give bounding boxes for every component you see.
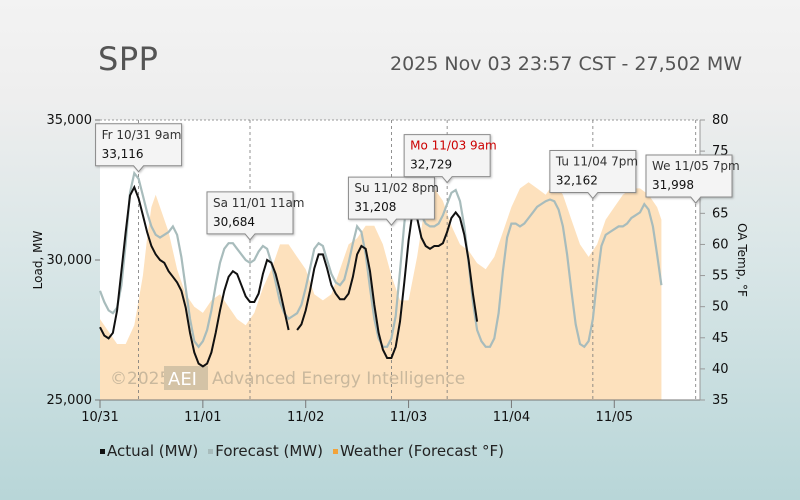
legend: Actual (MW) Forecast (MW) Weather (Forec… — [100, 442, 510, 460]
callout-label: Su 11/02 8pm — [354, 181, 438, 195]
callout-box — [645, 154, 733, 204]
aei-logo-box — [164, 366, 208, 390]
watermark-company: Advanced Energy Intelligence — [212, 369, 465, 389]
y-tick-label: 25,000 — [47, 393, 93, 408]
watermark-logo: AEI — [168, 369, 197, 390]
callout-value: 33,116 — [102, 147, 144, 161]
peak-callout[interactable]: Mo 11/03 9am 32,729 — [403, 134, 497, 184]
legend-item-weather[interactable]: Weather (Forecast °F) — [332, 442, 504, 460]
y2-axis-title: OA Temp, °F — [735, 223, 749, 297]
y-tick-label: 30,000 — [47, 253, 93, 268]
peak-callout[interactable]: Fr 10/31 9am 33,116 — [95, 123, 183, 173]
watermark: ©2025 AEI Advanced Energy Intelligence — [110, 366, 465, 390]
watermark-copyright: ©2025 — [110, 369, 170, 389]
callout-label: Tu 11/04 7pm — [555, 154, 638, 168]
actual-line — [99, 184, 290, 368]
y2-tick-label: 80 — [712, 113, 729, 128]
y2-tick-label: 35 — [712, 393, 729, 408]
x-tick-label: 11/02 — [287, 410, 324, 425]
x-tick-label: 10/31 — [81, 410, 118, 425]
callout-box — [403, 134, 491, 184]
y2-tick-label: 60 — [712, 237, 729, 252]
callout-box — [95, 123, 183, 173]
legend-label-weather: Weather (Forecast °F) — [339, 442, 504, 460]
y2-tick-label: 55 — [712, 269, 729, 284]
legend-item-forecast[interactable]: Forecast (MW) — [208, 442, 323, 460]
peak-callout[interactable]: Sa 11/01 11am 30,684 — [206, 191, 305, 241]
y-tick-label: 35,000 — [47, 113, 93, 128]
legend-swatch-actual — [100, 448, 105, 454]
axis-layer: 10/31 11/01 11/02 11/03 11/04 11/05 25,000 30,0… — [47, 113, 729, 425]
peak-callout[interactable]: We 11/05 7pm 31,998 — [645, 154, 740, 204]
y2-tick-label: 40 — [712, 362, 729, 377]
callout-value: 31,998 — [652, 178, 694, 192]
x-tick-label: 11/03 — [390, 410, 427, 425]
y2-tick-label: 65 — [712, 206, 729, 221]
y2-tick-label: 45 — [712, 331, 729, 346]
callout-label: Mo 11/03 9am — [410, 139, 497, 153]
callout-label: Fr 10/31 9am — [102, 128, 182, 142]
actual-layer — [99, 184, 479, 368]
callout-box — [347, 176, 435, 226]
x-tick-label: 11/05 — [596, 410, 633, 425]
weather-area — [100, 182, 662, 400]
weather-layer — [100, 182, 662, 400]
x-tick-label: 11/04 — [493, 410, 530, 425]
legend-swatch-forecast — [208, 448, 214, 454]
legend-swatch-weather — [332, 448, 338, 454]
callout-value: 32,729 — [410, 158, 452, 172]
page-title: SPP — [98, 40, 159, 78]
callout-value: 31,208 — [354, 200, 396, 214]
legend-label-forecast: Forecast (MW) — [215, 442, 323, 460]
peak-callout[interactable]: Su 11/02 8pm 31,208 — [347, 176, 439, 226]
callout-layer: Fr 10/31 9am 33,116 Sa 11/01 11am 30,684 Su … — [95, 123, 740, 241]
peak-callout[interactable]: Tu 11/04 7pm 32,162 — [549, 149, 638, 200]
actual-line — [296, 206, 479, 359]
x-tick-label: 11/01 — [184, 410, 221, 425]
legend-label-actual: Actual (MW) — [107, 442, 199, 460]
page-subtitle: 2025 Nov 03 23:57 CST - 27,502 MW — [390, 53, 743, 75]
callout-box — [549, 149, 637, 200]
legend-item-actual[interactable]: Actual (MW) — [100, 442, 198, 460]
grid-layer — [100, 119, 700, 400]
y-axis-title: Load, MW — [31, 231, 45, 290]
callout-value: 32,162 — [556, 173, 598, 187]
callout-box — [206, 191, 294, 241]
y2-tick-label: 50 — [712, 300, 729, 315]
callout-label: We 11/05 7pm — [652, 159, 740, 173]
callout-value: 30,684 — [213, 215, 255, 229]
callout-label: Sa 11/01 11am — [213, 196, 305, 210]
